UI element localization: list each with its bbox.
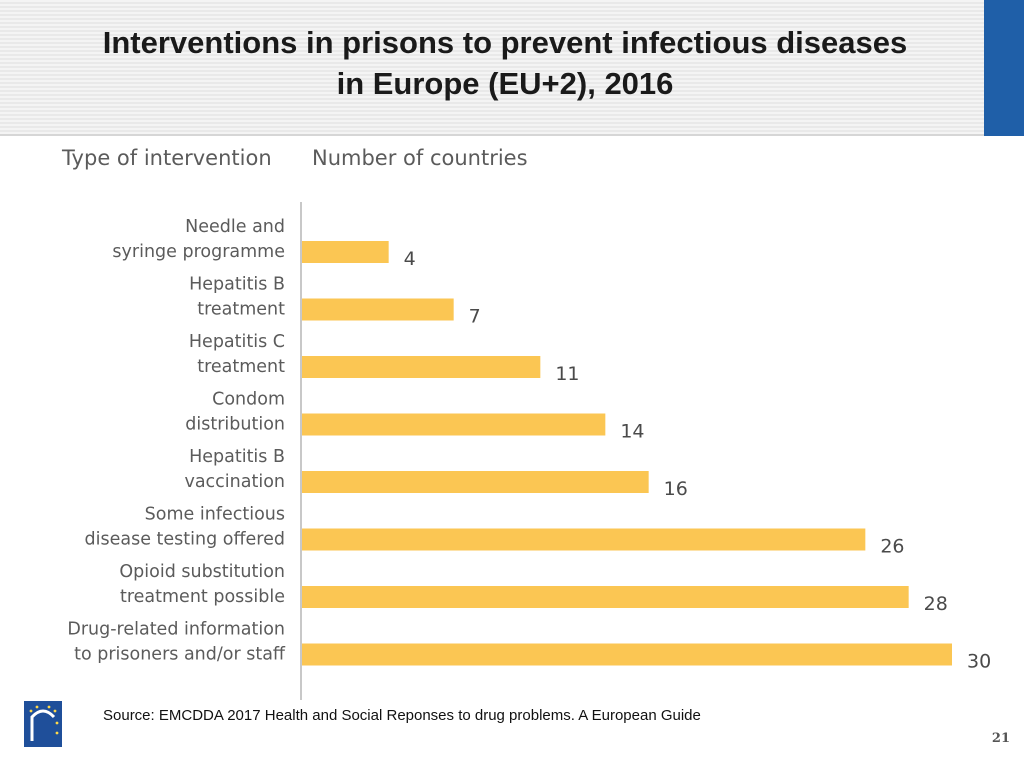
value-label-7: 30 xyxy=(967,651,991,673)
bar-6 xyxy=(302,586,909,608)
category-label-7: Drug-related information to prisoners and… xyxy=(67,620,286,665)
slide-title: Interventions in prisons to prevent infe… xyxy=(20,22,990,104)
emcdda-logo-icon xyxy=(24,701,62,747)
category-axis-title: Type of intervention xyxy=(62,146,272,170)
category-label-6: Opioid substitution treatment possible xyxy=(119,562,285,607)
title-line-1: Interventions in prisons to prevent infe… xyxy=(102,25,908,60)
bar-1 xyxy=(302,298,454,321)
value-label-3: 14 xyxy=(620,421,644,443)
category-label-5: Some infectious disease testing offered xyxy=(85,505,285,550)
source-note: Source: EMCDDA 2017 Health and Social Re… xyxy=(103,707,701,724)
bar-0 xyxy=(302,241,389,263)
bar-5 xyxy=(302,528,866,551)
bar-chart: 4 Needle and syringe programme 7 Hepatitis B… xyxy=(67,202,991,700)
bar-2 xyxy=(302,356,541,378)
value-label-2: 11 xyxy=(555,363,579,385)
header-band xyxy=(0,0,984,136)
bar-7 xyxy=(302,643,952,666)
page-number: 21 xyxy=(991,731,1010,746)
value-label-6: 28 xyxy=(924,593,948,615)
value-label-1: 7 xyxy=(469,306,481,328)
value-axis-title: Number of countries xyxy=(312,146,528,170)
bar-4 xyxy=(302,471,649,493)
category-label-0: Needle and syringe programme xyxy=(112,217,285,262)
bar-3 xyxy=(302,413,606,436)
value-label-5: 26 xyxy=(880,536,904,558)
category-label-3: Condom distribution xyxy=(185,390,285,435)
value-label-4: 16 xyxy=(664,478,688,500)
header-accent-bar xyxy=(984,0,1024,136)
title-line-2: in Europe (EU+2), 2016 xyxy=(336,66,674,101)
value-label-0: 4 xyxy=(404,248,416,270)
